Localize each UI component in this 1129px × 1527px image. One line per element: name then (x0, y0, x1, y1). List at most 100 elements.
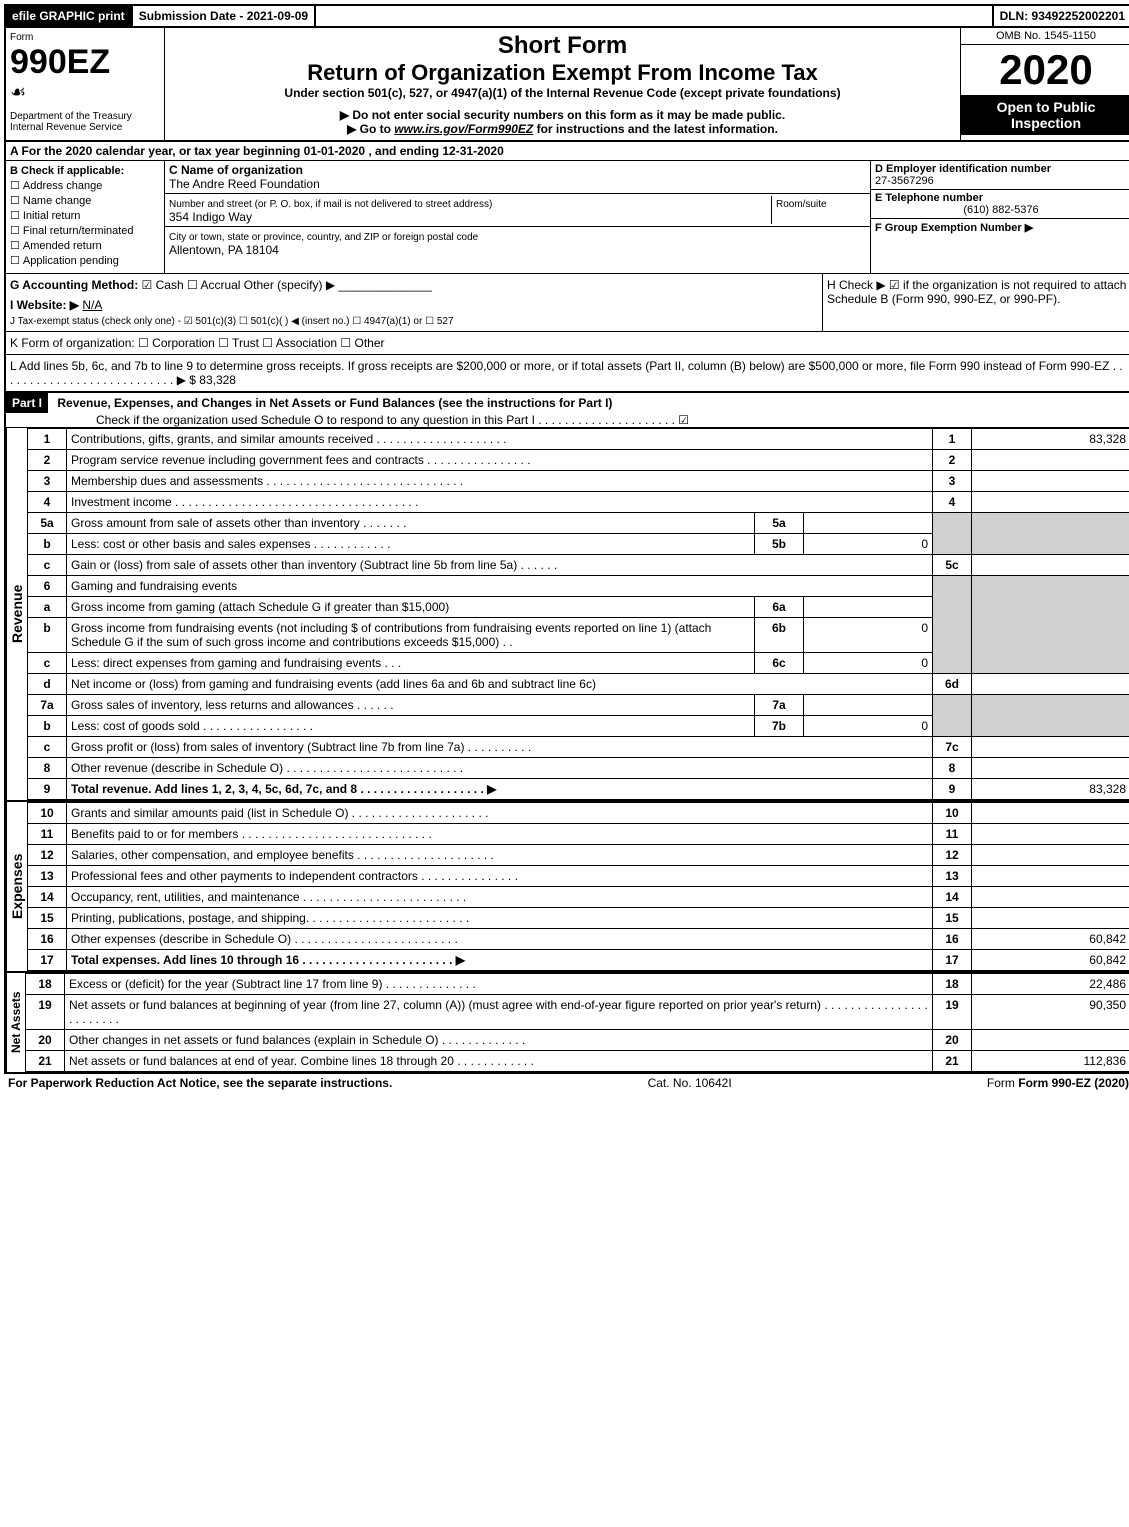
line-5c-val (972, 555, 1129, 576)
line-14-desc: Occupancy, rent, utilities, and maintena… (67, 887, 933, 908)
irs: Internal Revenue Service (10, 122, 160, 133)
group-exemption-label: F Group Exemption Number ▶ (875, 222, 1033, 234)
section-k: K Form of organization: ☐ Corporation ☐ … (10, 336, 385, 350)
revenue-table: 1Contributions, gifts, grants, and simil… (27, 428, 1129, 800)
ein-value: 27-3567296 (875, 175, 934, 187)
section-a: A For the 2020 calendar year, or tax yea… (6, 142, 1129, 161)
org-name-label: C Name of organization (169, 163, 303, 177)
line-5c-desc: Gain or (loss) from sale of assets other… (67, 555, 933, 576)
info-block: B Check if applicable: Address change Na… (6, 161, 1129, 274)
chk-accrual[interactable]: ☐ Accrual (187, 278, 240, 292)
line-7b-subval: 0 (804, 716, 933, 737)
main-title: Return of Organization Exempt From Incom… (169, 60, 956, 86)
dln: DLN: 93492252002201 (992, 6, 1129, 26)
net-assets-side-label: Net Assets (6, 973, 25, 1072)
line-19-desc: Net assets or fund balances at beginning… (65, 995, 933, 1030)
line-15-val (972, 908, 1129, 929)
line-2-desc: Program service revenue including govern… (67, 450, 933, 471)
section-b-title: B Check if applicable: (10, 165, 160, 177)
dept: Department of the Treasury (10, 111, 160, 122)
form-number: 990EZ (10, 43, 160, 82)
chk-amended-return[interactable]: Amended return (10, 239, 160, 252)
line-9-val: 83,328 (972, 779, 1129, 800)
street-address: 354 Indigo Way (169, 210, 252, 224)
line-11-val (972, 824, 1129, 845)
chk-initial-return[interactable]: Initial return (10, 209, 160, 222)
chk-cash[interactable]: ☑ Cash (142, 278, 184, 292)
room-label: Room/suite (776, 199, 827, 210)
line-4-val (972, 492, 1129, 513)
form-footer-label: Form Form 990-EZ (2020) (987, 1076, 1129, 1090)
goto-pre: ▶ Go to (347, 122, 394, 136)
form-footer-num: Form 990-EZ (2020) (1018, 1076, 1129, 1090)
line-7b-desc: Less: cost of goods sold . . . . . . . .… (67, 716, 755, 737)
part-1-label: Part I (6, 393, 48, 413)
line-8-val (972, 758, 1129, 779)
city-label: City or town, state or province, country… (169, 232, 478, 243)
paperwork-notice: For Paperwork Reduction Act Notice, see … (8, 1076, 392, 1090)
cat-number: Cat. No. 10642I (648, 1076, 732, 1090)
chk-final-return[interactable]: Final return/terminated (10, 224, 160, 237)
line-6b-subval: 0 (804, 618, 933, 653)
line-20-desc: Other changes in net assets or fund bala… (65, 1030, 933, 1051)
line-13-val (972, 866, 1129, 887)
line-5b-sub: 5b (755, 534, 804, 555)
line-6-desc: Gaming and fundraising events (67, 576, 933, 597)
tax-year: 2020 (961, 45, 1129, 95)
chk-other[interactable]: Other (specify) ▶ ______________ (244, 278, 432, 292)
line-6d-desc: Net income or (loss) from gaming and fun… (67, 674, 933, 695)
line-3-val (972, 471, 1129, 492)
omb-number: OMB No. 1545-1150 (961, 28, 1129, 45)
line-16-val: 60,842 (972, 929, 1129, 950)
short-form-title: Short Form (169, 32, 956, 60)
line-9-desc: Total revenue. Add lines 1, 2, 3, 4, 5c,… (67, 779, 933, 800)
section-i: I Website: ▶ N/A (10, 298, 818, 312)
line-12-desc: Salaries, other compensation, and employ… (67, 845, 933, 866)
line-4-desc: Investment income . . . . . . . . . . . … (67, 492, 933, 513)
section-g: G Accounting Method: ☑ Cash ☐ Accrual Ot… (10, 278, 818, 292)
line-6b-sub: 6b (755, 618, 804, 653)
line-19-val: 90,350 (972, 995, 1129, 1030)
revenue-side-label: Revenue (6, 428, 27, 800)
line-1-val: 83,328 (972, 429, 1129, 450)
line-6a-desc: Gross income from gaming (attach Schedul… (67, 597, 755, 618)
section-h: H Check ▶ ☑ if the organization is not r… (827, 278, 1127, 306)
website-value: N/A (82, 298, 102, 312)
line-15-desc: Printing, publications, postage, and shi… (67, 908, 933, 929)
line-6c-subval: 0 (804, 653, 933, 674)
part-1-title: Revenue, Expenses, and Changes in Net As… (57, 396, 612, 410)
expenses-table: 10Grants and similar amounts paid (list … (27, 802, 1129, 971)
line-3-desc: Membership dues and assessments . . . . … (67, 471, 933, 492)
line-5a-subval (804, 513, 933, 534)
net-assets-table: 18Excess or (deficit) for the year (Subt… (25, 973, 1129, 1072)
chk-address-change[interactable]: Address change (10, 179, 160, 192)
chk-name-change[interactable]: Name change (10, 194, 160, 207)
warning-goto: ▶ Go to www.irs.gov/Form990EZ for instru… (169, 122, 956, 136)
section-l: L Add lines 5b, 6c, and 7b to line 9 to … (10, 359, 1123, 387)
efile-label[interactable]: efile GRAPHIC print (6, 6, 131, 26)
line-1-desc: Contributions, gifts, grants, and simila… (67, 429, 933, 450)
line-6c-desc: Less: direct expenses from gaming and fu… (67, 653, 755, 674)
irs-link[interactable]: www.irs.gov/Form990EZ (394, 122, 533, 136)
line-7b-sub: 7b (755, 716, 804, 737)
line-7c-val (972, 737, 1129, 758)
line-14-val (972, 887, 1129, 908)
line-6c-sub: 6c (755, 653, 804, 674)
submission-date: Submission Date - 2021-09-09 (131, 6, 316, 26)
line-8-desc: Other revenue (describe in Schedule O) .… (67, 758, 933, 779)
form-label: Form (10, 32, 160, 43)
line-7a-desc: Gross sales of inventory, less returns a… (67, 695, 755, 716)
line-2-val (972, 450, 1129, 471)
chk-application-pending[interactable]: Application pending (10, 254, 160, 267)
line-7a-subval (804, 695, 933, 716)
addr-label: Number and street (or P. O. box, if mail… (169, 199, 492, 210)
line-18-val: 22,486 (972, 974, 1129, 995)
line-17-val: 60,842 (972, 950, 1129, 971)
accounting-label: G Accounting Method: (10, 278, 138, 292)
line-20-val (972, 1030, 1129, 1051)
line-6a-sub: 6a (755, 597, 804, 618)
line-7a-sub: 7a (755, 695, 804, 716)
line-17-desc: Total expenses. Add lines 10 through 16 … (67, 950, 933, 971)
ein-label: D Employer identification number (875, 163, 1051, 175)
line-21-desc: Net assets or fund balances at end of ye… (65, 1051, 933, 1072)
